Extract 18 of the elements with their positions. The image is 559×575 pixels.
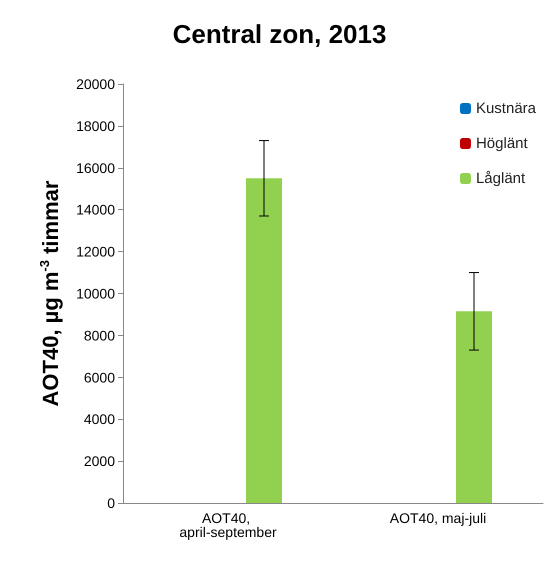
y-tick-label: 18000 (76, 118, 116, 134)
legend-label: Kustnära (476, 100, 537, 117)
y-tick-label: 16000 (76, 160, 116, 176)
y-tick-label: 14000 (76, 202, 116, 218)
y-axis-title: AOT40, µg m-3 timmar (37, 180, 63, 406)
chart-title: Central zon, 2013 (172, 19, 386, 49)
y-tick-label: 12000 (76, 244, 116, 260)
y-tick-label: 4000 (84, 411, 116, 428)
y-tick-label: 2000 (84, 453, 116, 470)
legend-label: Höglänt (476, 135, 528, 152)
y-tick-label: 10000 (76, 286, 116, 302)
y-tick-label: 20000 (76, 76, 116, 92)
y-tick-label: 8000 (84, 327, 116, 344)
legend-label: Låglänt (476, 170, 526, 187)
y-tick-label: 6000 (84, 369, 116, 386)
x-tick-label: AOT40, april-september (179, 510, 277, 540)
y-tick-label: 0 (107, 495, 116, 511)
x-tick-label: AOT40, maj-juli (390, 510, 486, 526)
